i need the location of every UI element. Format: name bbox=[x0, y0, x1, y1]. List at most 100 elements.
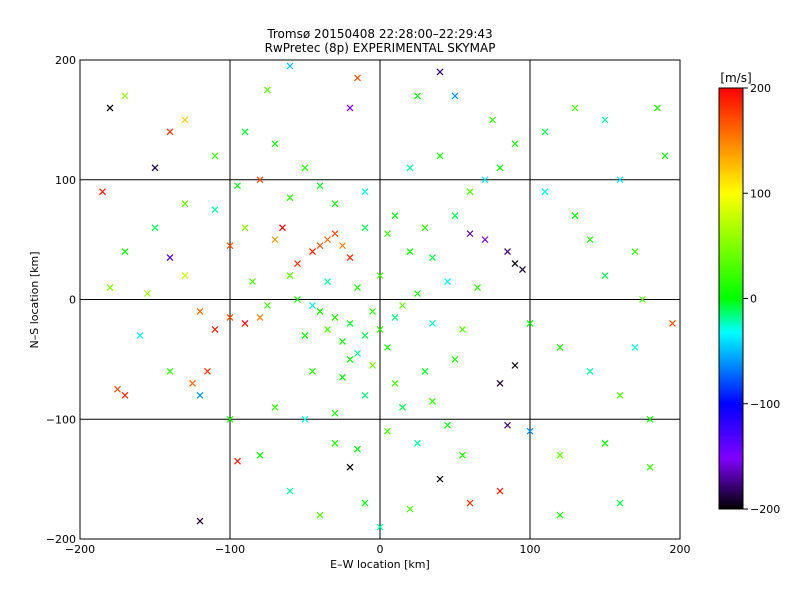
scatter-point bbox=[181, 116, 189, 124]
y-tick-label: 100 bbox=[55, 174, 76, 187]
scatter-point bbox=[601, 116, 609, 124]
scatter-point bbox=[346, 104, 354, 112]
scatter-point bbox=[481, 236, 489, 244]
scatter-point bbox=[316, 242, 324, 250]
colorbar-tick-label: 100 bbox=[750, 187, 771, 200]
scatter-point bbox=[339, 242, 346, 250]
scatter-point bbox=[211, 326, 219, 333]
scatter-point bbox=[451, 212, 459, 220]
scatter-point bbox=[586, 236, 594, 244]
scatter-point bbox=[136, 332, 144, 339]
scatter-point bbox=[309, 302, 316, 309]
scatter-point bbox=[414, 290, 421, 297]
scatter-point bbox=[391, 379, 399, 387]
scatter-point bbox=[444, 421, 451, 429]
scatter-point bbox=[346, 320, 354, 327]
y-tick-labels: −200 −100 0 100 200 bbox=[46, 54, 76, 546]
scatter-point bbox=[166, 367, 174, 375]
scatter-point bbox=[436, 68, 444, 76]
x-tick-label: 100 bbox=[520, 543, 541, 556]
scatter-point bbox=[264, 302, 271, 309]
colorbar-tick-labels: 200 100 0 −100 −200 bbox=[743, 82, 780, 516]
y-tick-label: 0 bbox=[69, 294, 76, 307]
scatter-point bbox=[316, 308, 324, 315]
scatter-point bbox=[234, 457, 241, 465]
y-tick-label: −100 bbox=[46, 413, 76, 426]
chart-title: Tromsø 20150408 22:28:00–22:29:43 bbox=[266, 27, 492, 41]
scatter-point bbox=[556, 511, 564, 519]
x-tick-label: −100 bbox=[215, 543, 245, 556]
scatter-point bbox=[481, 176, 489, 184]
x-tick-label: 0 bbox=[377, 543, 384, 556]
scatter-point bbox=[256, 314, 264, 321]
scatter-point bbox=[504, 248, 511, 256]
scatter-point bbox=[474, 284, 481, 291]
colorbar-tick-label: 0 bbox=[750, 293, 757, 306]
scatter-point bbox=[346, 254, 354, 262]
scatter-point bbox=[429, 254, 436, 262]
scatter-point bbox=[249, 278, 256, 285]
scatter-point bbox=[181, 200, 189, 208]
scatter-point bbox=[279, 224, 286, 232]
scatter-points bbox=[99, 62, 676, 531]
scatter-point bbox=[361, 391, 369, 399]
scatter-point bbox=[556, 343, 564, 351]
scatter-point bbox=[256, 451, 264, 459]
scatter-point bbox=[166, 128, 174, 136]
scatter-point bbox=[466, 499, 474, 507]
scatter-point bbox=[429, 320, 436, 327]
scatter-point bbox=[489, 116, 496, 124]
scatter-point bbox=[466, 188, 474, 196]
scatter-point bbox=[301, 415, 309, 423]
chart-subtitle: RwPretec (8p) EXPERIMENTAL SKYMAP bbox=[265, 41, 496, 55]
x-tick-label: 200 bbox=[670, 543, 691, 556]
scatter-point bbox=[661, 152, 669, 160]
scatter-point bbox=[459, 326, 466, 333]
scatter-point bbox=[301, 332, 309, 339]
scatter-point bbox=[496, 379, 504, 387]
scatter-point bbox=[399, 403, 406, 411]
colorbar-tick-label: 200 bbox=[750, 82, 771, 95]
scatter-point bbox=[616, 391, 624, 399]
scatter-point bbox=[391, 314, 399, 321]
scatter-point bbox=[331, 200, 339, 208]
scatter-point bbox=[369, 308, 376, 315]
scatter-point bbox=[234, 182, 241, 190]
scatter-point bbox=[226, 242, 234, 250]
scatter-point bbox=[466, 230, 474, 238]
colorbar bbox=[718, 87, 744, 510]
scatter-point bbox=[384, 343, 391, 351]
scatter-point bbox=[406, 248, 414, 256]
scatter-point bbox=[354, 349, 361, 357]
scatter-point bbox=[586, 367, 594, 375]
scatter-point bbox=[241, 128, 249, 136]
scatter-point bbox=[511, 361, 519, 369]
scatter-point bbox=[459, 451, 466, 459]
scatter-point bbox=[121, 248, 129, 256]
scatter-point bbox=[151, 224, 159, 232]
scatter-point bbox=[421, 224, 429, 232]
scatter-point bbox=[99, 188, 106, 196]
scatter-point bbox=[526, 427, 534, 435]
scatter-point bbox=[384, 230, 391, 238]
scatter-point bbox=[264, 86, 271, 94]
scatter-point bbox=[354, 445, 361, 453]
scatter-point bbox=[541, 188, 549, 196]
scatter-point bbox=[286, 487, 294, 495]
grid-lines bbox=[80, 60, 680, 539]
y-axis-label: N–S location [km] bbox=[28, 251, 41, 348]
scatter-point bbox=[451, 92, 459, 100]
scatter-point bbox=[331, 314, 339, 321]
scatter-point bbox=[436, 152, 444, 160]
scatter-point bbox=[601, 439, 609, 447]
y-tick-label: −200 bbox=[46, 533, 76, 546]
scatter-point bbox=[189, 379, 196, 387]
scatter-point bbox=[226, 415, 234, 423]
scatter-point bbox=[211, 206, 219, 214]
colorbar-tick-label: −200 bbox=[750, 503, 780, 516]
scatter-point bbox=[616, 176, 624, 184]
scatter-point bbox=[339, 373, 346, 381]
scatter-point bbox=[571, 212, 579, 220]
scatter-point bbox=[384, 427, 391, 435]
scatter-point bbox=[331, 439, 339, 447]
